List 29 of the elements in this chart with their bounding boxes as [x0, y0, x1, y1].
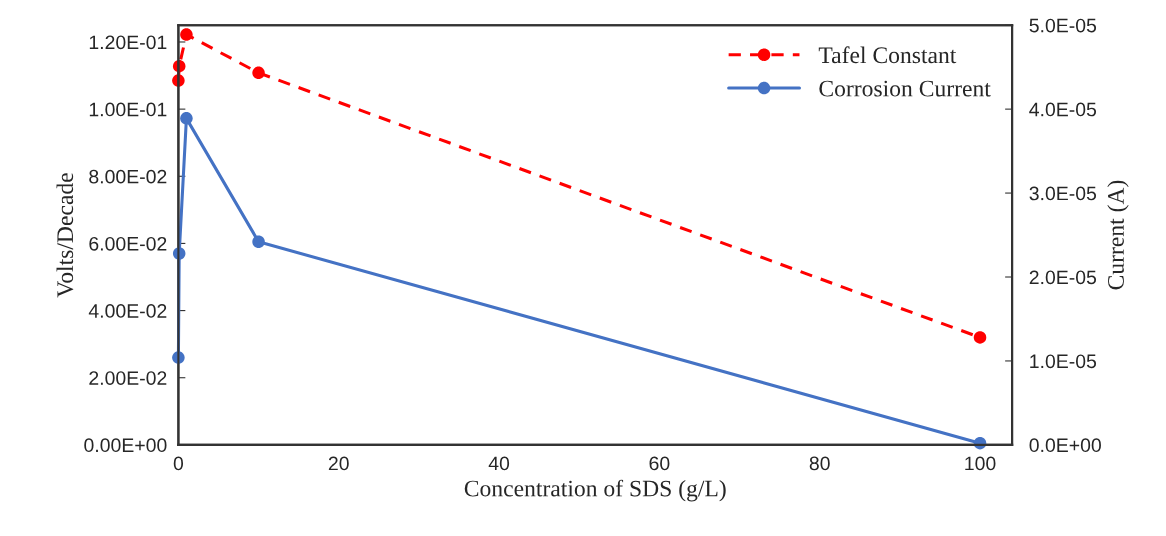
y2-tick-label: 5.0E-05: [1029, 18, 1097, 33]
x-tick-label: 100: [965, 456, 996, 471]
y-tick-label: 1.20E-01: [89, 35, 167, 50]
y-tick-label: 0.00E+00: [84, 438, 167, 453]
y-tick-label: 2.00E-02: [89, 371, 167, 385]
x-tick-label: 60: [649, 456, 670, 471]
y-axis-title: Volts/Decade: [56, 173, 74, 298]
y-tick-label: 8.00E-02: [89, 169, 167, 184]
y-tick-label: 4.00E-02: [88, 304, 167, 318]
x-tick-label: 0: [173, 456, 184, 471]
point: [252, 235, 265, 248]
y2-tick-label: 2.0E-05: [1029, 270, 1097, 285]
y2-tick-label: 1.0E-05: [1030, 354, 1097, 369]
x-tick-label: 80: [809, 456, 830, 471]
legend-label: Tafel Constant: [818, 46, 957, 64]
y-tick-label: 6.00E-02: [89, 236, 167, 251]
point: [252, 66, 265, 80]
x-tick-label: 40: [488, 456, 510, 471]
y2-tick-label: 0.0E+00: [1029, 438, 1101, 453]
y2-tick-label: 3.0E-05: [1029, 186, 1097, 201]
point: [180, 112, 193, 125]
point: [973, 331, 987, 344]
y-tick-label: 1.00E-01: [89, 102, 167, 117]
y2-tick-label: 4.0E-05: [1029, 102, 1097, 117]
legend-label: Corrosion Current: [819, 80, 991, 97]
x-axis-title: Concentration of SDS (g/L): [464, 479, 726, 502]
point: [180, 28, 193, 41]
x-tick-label: 20: [328, 456, 349, 471]
y2-axis-title: Current (A): [1107, 180, 1129, 290]
